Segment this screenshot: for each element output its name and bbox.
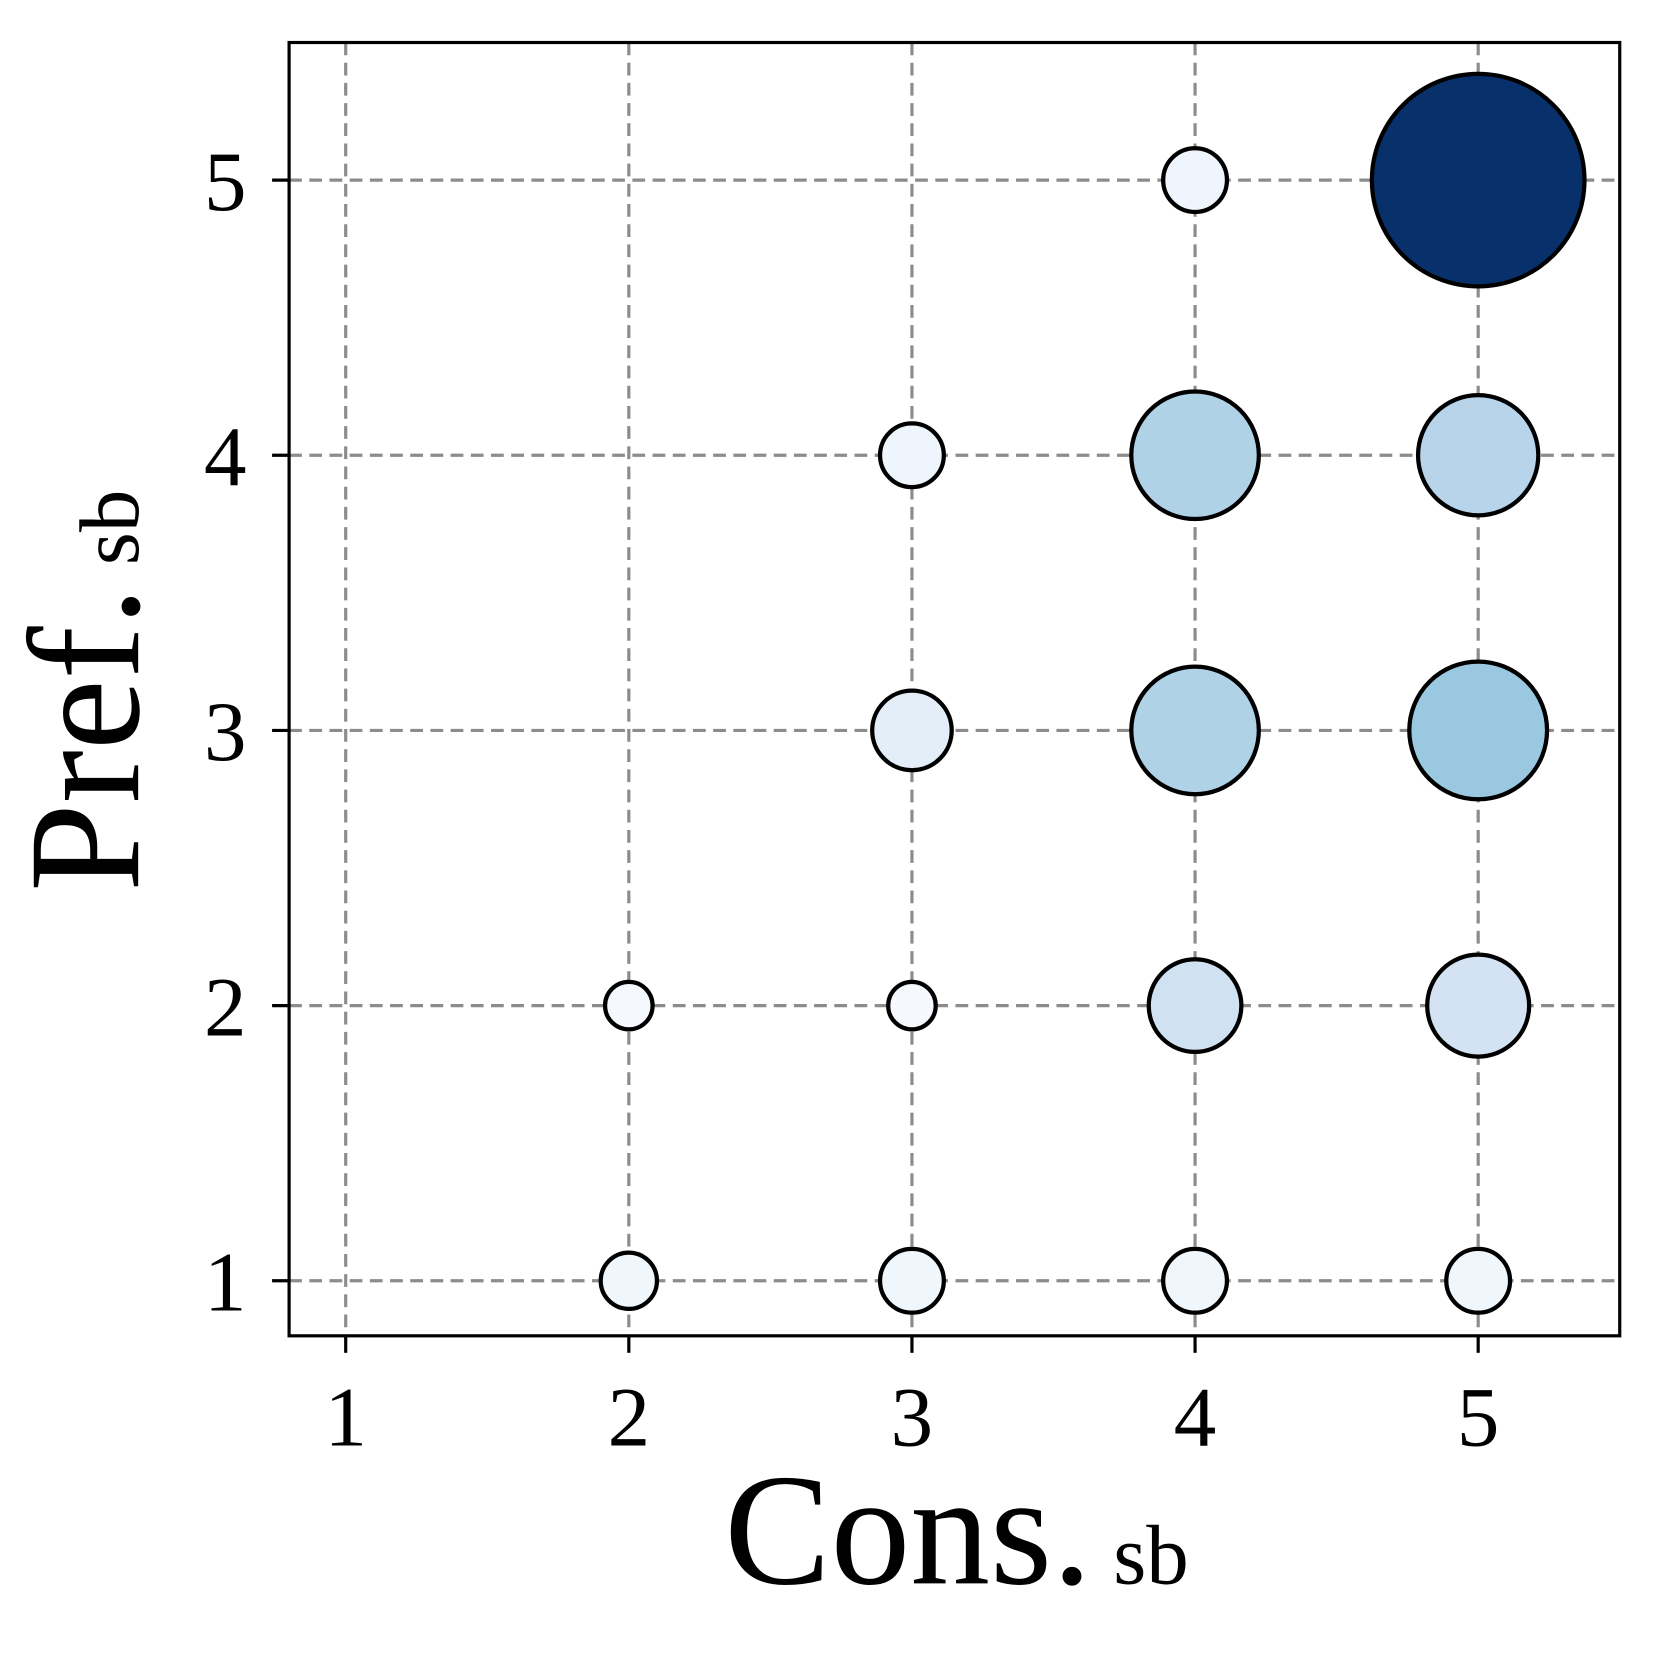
x-label-sub: sb [1113, 1508, 1189, 1602]
x-tick-label: 2 [608, 1370, 651, 1464]
x-tick-label: 5 [1457, 1370, 1500, 1464]
x-axis-label: Cons. sb [724, 1442, 1189, 1618]
bubble [1129, 664, 1261, 797]
y-tick-label: 3 [204, 685, 247, 779]
bubble [870, 688, 954, 773]
y-tick-label: 2 [204, 960, 247, 1054]
bubble [1369, 71, 1587, 289]
bubble [1415, 393, 1541, 518]
bubble [877, 1246, 946, 1315]
x-tick-label: 4 [1174, 1370, 1217, 1464]
bubble [1407, 659, 1550, 802]
y-axis-label: Pref. sb [0, 490, 173, 892]
x-tick-label: 3 [891, 1370, 934, 1464]
plot-frame [287, 40, 1622, 1338]
y-tick-label: 1 [204, 1236, 247, 1330]
bubble [886, 979, 938, 1032]
bubble [1161, 1246, 1230, 1315]
bubble [1129, 389, 1261, 522]
y-label-main: Pref. [0, 586, 173, 891]
bubble [1425, 952, 1532, 1059]
bubble [1146, 957, 1244, 1055]
bubble [602, 979, 655, 1032]
bubble [1161, 146, 1230, 215]
bubble [1444, 1246, 1513, 1315]
bubble [877, 421, 946, 490]
y-tick-label: 4 [204, 410, 247, 504]
ticks: 1 2 3 4 5 1 2 3 4 5 [204, 135, 1499, 1464]
x-label-main: Cons. [724, 1442, 1092, 1618]
y-tick-label: 5 [204, 135, 247, 229]
bubbles [598, 71, 1587, 1315]
x-tick-label: 1 [324, 1370, 367, 1464]
y-label-sub: sb [63, 490, 157, 566]
bubble [598, 1250, 660, 1312]
